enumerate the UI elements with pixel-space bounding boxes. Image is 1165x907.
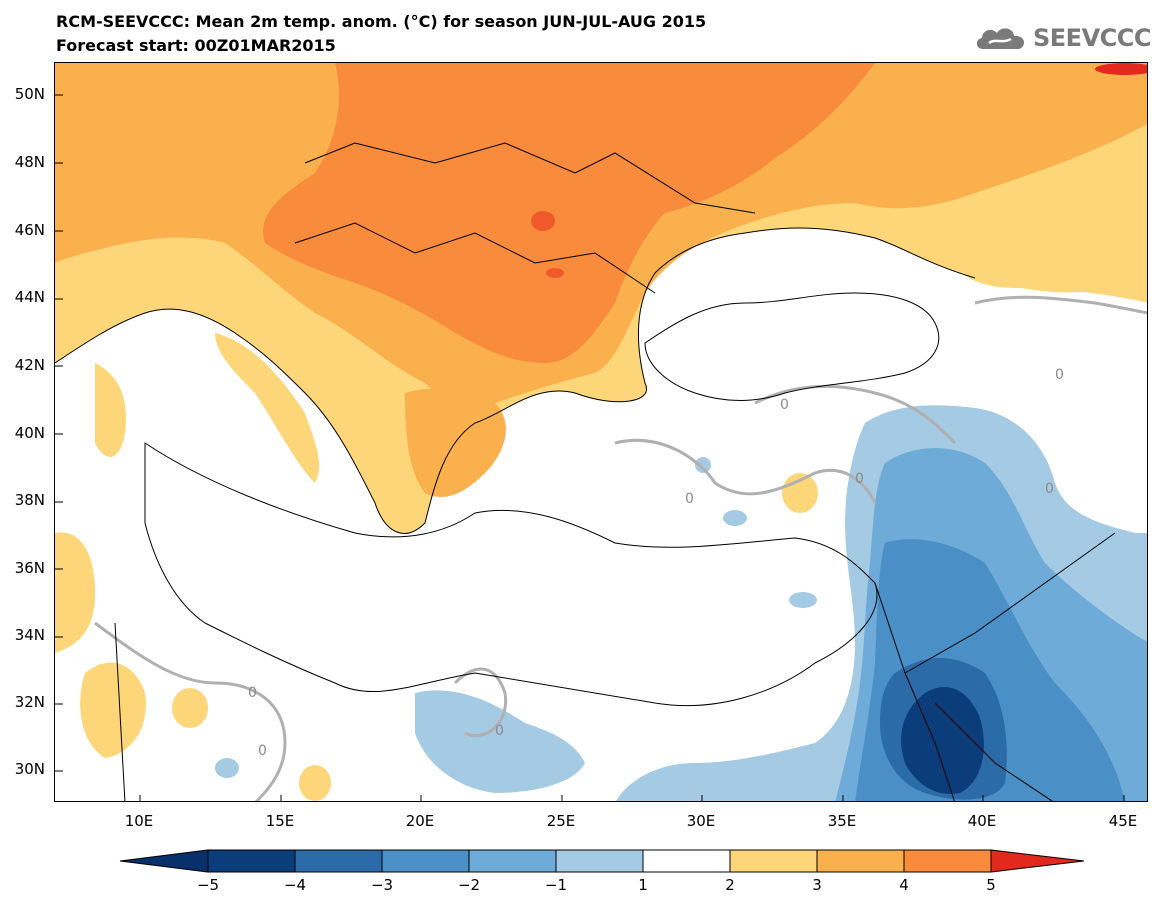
anomaly-band-below-neg5 [901, 687, 984, 794]
coastlines-borders [55, 142, 1116, 801]
lat-label: 32N [14, 693, 45, 711]
contour-label: 0 [685, 491, 694, 507]
anomaly-band-3-4 [263, 63, 876, 363]
anomaly-band-1-2 [95, 363, 126, 457]
anomaly-band-neg2-neg1 [415, 690, 585, 793]
lon-label: 30E [686, 812, 716, 830]
contour-label: 0 [780, 397, 789, 413]
colorbar-tick: 1 [638, 876, 648, 894]
lat-label: 38N [14, 491, 45, 509]
lon-label: 25E [546, 812, 576, 830]
colorbar-cell [468, 849, 557, 873]
anomaly-band-neg2-neg1 [723, 510, 747, 526]
colorbar-cell [729, 849, 818, 873]
colorbar-cell [555, 849, 644, 873]
colorbar-cell [990, 849, 1085, 873]
colorbar-cell [642, 849, 731, 873]
lat-label: 36N [14, 559, 45, 577]
logo-text: SEEVCCC [1033, 24, 1152, 52]
zero-contour [754, 384, 957, 445]
anomaly-map: 0 0 0 0 0 0 0 0 [55, 63, 1147, 801]
anomaly-band-1-2 [955, 163, 1147, 303]
lon-label: 10E [124, 812, 154, 830]
lat-label: 50N [14, 85, 45, 103]
lon-label: 35E [827, 812, 857, 830]
anomaly-band-4-5 [531, 211, 555, 231]
colorbar-tick: −1 [544, 876, 568, 894]
lon-label: 45E [1108, 812, 1138, 830]
contour-label: 0 [1045, 481, 1054, 497]
colorbar-cell [381, 849, 470, 873]
lat-label: 30N [14, 760, 45, 778]
colorbar [119, 849, 1085, 873]
lat-label: 46N [14, 221, 45, 239]
anomaly-band-1-2 [55, 532, 95, 653]
lon-label: 20E [405, 812, 435, 830]
cloud-icon [976, 28, 1024, 49]
colorbar-tick: −4 [283, 876, 307, 894]
colorbar-cell [207, 849, 296, 873]
lon-label: 15E [265, 812, 295, 830]
map-area: 0 0 0 0 0 0 0 0 [54, 62, 1148, 802]
anomaly-band-1-2 [215, 333, 320, 483]
lat-label: 34N [14, 626, 45, 644]
colorbar-tick: 3 [812, 876, 822, 894]
colorbar-cell [816, 849, 905, 873]
contour-label: 0 [258, 743, 267, 759]
anomaly-band-above-5 [1095, 63, 1147, 75]
contour-label: 0 [1055, 367, 1064, 383]
lon-label: 40E [967, 812, 997, 830]
anomaly-band-neg2-neg1 [695, 457, 711, 473]
axis-ticks [55, 94, 1125, 801]
anomaly-band-neg2-neg1 [789, 592, 817, 608]
colorbar-tick: 2 [725, 876, 735, 894]
zero-contour [614, 438, 877, 504]
colorbar-cell [294, 849, 383, 873]
seevccc-logo: SEEVCCC [973, 22, 1152, 54]
forecast-start-label: Forecast start: 00Z01MAR2015 [56, 36, 336, 55]
anomaly-band-4-5 [546, 268, 564, 278]
colorbar-tick: 5 [986, 876, 996, 894]
contour-label: 0 [248, 685, 257, 701]
colorbar-tick: −2 [457, 876, 481, 894]
colorbar-cell [903, 849, 992, 873]
zero-contour [94, 621, 287, 801]
colorbar-tick: −5 [196, 876, 220, 894]
map-title: RCM-SEEVCCC: Mean 2m temp. anom. (°C) fo… [56, 12, 707, 31]
zero-contour [453, 667, 508, 738]
lat-label: 48N [14, 153, 45, 171]
zero-contour [974, 295, 1147, 315]
anomaly-band-1-2 [299, 765, 331, 801]
contour-label: 0 [855, 471, 864, 487]
colorbar-cell [119, 849, 209, 873]
colorbar-tick: −3 [370, 876, 394, 894]
anomaly-band-1-2 [172, 688, 208, 728]
lat-label: 42N [14, 356, 45, 374]
lat-label: 44N [14, 288, 45, 306]
lat-label: 40N [14, 424, 45, 442]
sea-area [645, 293, 939, 401]
sea-area [145, 443, 877, 706]
anomaly-band-neg2-neg1 [215, 758, 239, 778]
anomaly-band-1-2 [80, 662, 146, 758]
contour-label: 0 [495, 723, 504, 739]
colorbar-tick: 4 [899, 876, 909, 894]
